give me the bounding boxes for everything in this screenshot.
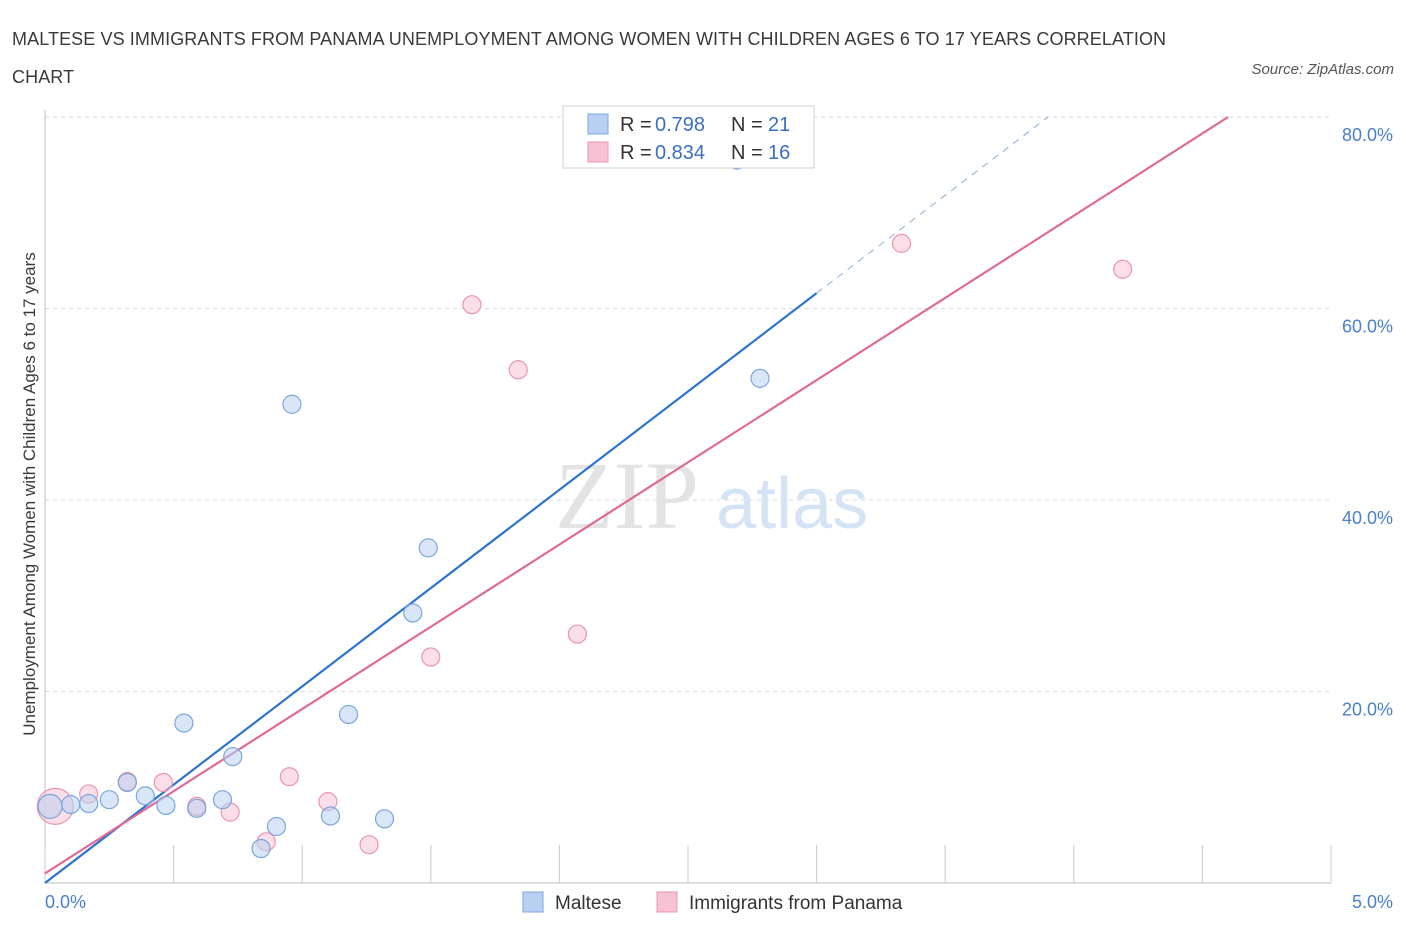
point-maltese-15 — [338, 704, 359, 725]
correlation-legend: R = 0.798 N = 21 R = 0.834 N = 16 — [562, 105, 815, 169]
y-axis-label: Unemployment Among Women with Children A… — [20, 252, 39, 736]
x-tick-label-min: 0.0% — [45, 892, 86, 912]
point-panama-15 — [1113, 259, 1133, 279]
trend-line-maltese-extension — [816, 116, 1049, 294]
bottom-legend-swatch-panama — [656, 891, 678, 913]
legend-panama-n-label: N = — [731, 142, 763, 164]
x-tick-label-max: 5.0% — [1352, 892, 1393, 912]
bottom-legend-panama: Immigrants from Panama — [689, 893, 903, 914]
point-maltese-13 — [282, 394, 302, 414]
trend-line-panama — [44, 116, 1229, 875]
bottom-legend-maltese: Maltese — [555, 893, 622, 914]
data-points — [36, 150, 1133, 859]
trend-lines — [44, 116, 1229, 884]
legend-maltese-r-value: 0.798 — [655, 114, 705, 136]
point-panama-7 — [279, 767, 299, 787]
source-label: Source: ZipAtlas.com — [1251, 61, 1394, 78]
trend-line-maltese — [44, 292, 818, 884]
legend-maltese-n-label: N = — [731, 114, 763, 136]
point-maltese-20 — [750, 368, 770, 388]
legend-swatch-panama — [587, 141, 609, 163]
y-tick-labels: 20.0% 40.0% 60.0% 80.0% — [1342, 125, 1393, 720]
grid-lines — [45, 116, 1331, 692]
x-tick-marks — [44, 845, 1332, 883]
point-panama-13 — [567, 624, 588, 644]
point-maltese-18 — [418, 538, 438, 558]
point-maltese-5 — [135, 786, 155, 806]
y-tick-label-80: 80.0% — [1342, 125, 1393, 145]
watermark-atlas: atlas — [716, 464, 868, 544]
point-maltese-16 — [374, 809, 395, 829]
point-panama-9 — [359, 835, 379, 855]
point-maltese-7 — [174, 713, 194, 733]
point-panama-10 — [421, 647, 441, 667]
point-maltese-3 — [99, 790, 119, 810]
point-panama-12 — [508, 360, 528, 380]
legend-panama-r-label: R = — [620, 142, 652, 164]
point-maltese-6 — [156, 795, 176, 816]
legend-maltese-n-value: 21 — [768, 114, 790, 136]
point-panama-11 — [462, 295, 482, 315]
point-maltese-9 — [212, 790, 233, 810]
chart-title: MALTESE VS IMMIGRANTS FROM PANAMA UNEMPL… — [12, 29, 1167, 87]
legend-panama-n-value: 16 — [768, 142, 790, 164]
legend-swatch-maltese — [587, 113, 609, 135]
point-maltese-17 — [403, 603, 423, 623]
point-maltese-12 — [266, 816, 287, 837]
point-maltese-4 — [117, 772, 137, 793]
y-tick-label-60: 60.0% — [1342, 317, 1393, 337]
y-tick-label-40: 40.0% — [1342, 508, 1393, 528]
y-tick-label-20: 20.0% — [1342, 700, 1393, 720]
point-maltese-0 — [37, 793, 63, 820]
point-panama-14 — [891, 233, 912, 253]
point-panama-3 — [153, 772, 173, 793]
legend-panama-r-value: 0.834 — [655, 142, 705, 164]
point-maltese-8 — [187, 798, 207, 818]
point-maltese-11 — [251, 838, 271, 859]
point-maltese-2 — [79, 793, 99, 814]
series-legend: Maltese Immigrants from Panama — [522, 891, 903, 914]
bottom-legend-swatch-maltese — [522, 891, 544, 913]
legend-maltese-r-label: R = — [620, 114, 652, 136]
point-maltese-14 — [320, 806, 341, 826]
point-maltese-10 — [223, 747, 243, 767]
point-maltese-1 — [61, 794, 81, 815]
